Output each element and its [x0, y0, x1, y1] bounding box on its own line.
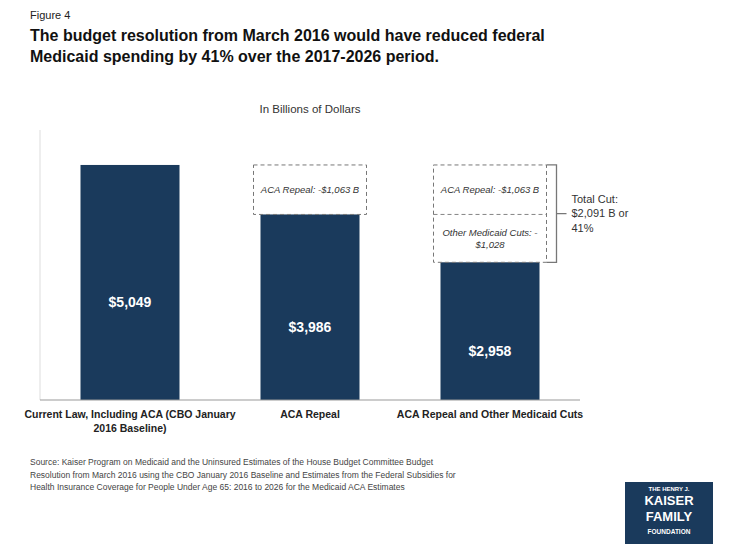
x-tick-label: ACA Repeal and Other Medicaid Cuts	[397, 408, 583, 420]
cut-box	[254, 165, 367, 214]
logo-text: THE HENRY J.	[648, 486, 689, 492]
cut-divider	[434, 214, 547, 215]
data-label-line: $5,049	[109, 294, 152, 310]
figure-label-line: Figure 4	[30, 9, 70, 21]
data-label: $5,049	[109, 294, 152, 310]
logo-text: FAMILY	[646, 509, 693, 524]
total-bracket	[547, 165, 567, 262]
x-tick-label-line: 2016 Baseline)	[94, 422, 167, 434]
logo-text: FOUNDATION	[648, 528, 691, 535]
annotation-line: ACA Repeal: -$1,063 B	[440, 184, 540, 195]
logo-background	[625, 482, 713, 544]
title: The budget resolution from March 2016 wo…	[30, 27, 545, 65]
logo-text-line: KAISER	[644, 493, 694, 508]
data-label: $2,958	[469, 343, 512, 359]
title-line: Medicaid spending by 41% over the 2017-2…	[30, 48, 439, 65]
bars	[81, 165, 540, 400]
annotation-line: Other Medicaid Cuts: -	[442, 227, 537, 238]
x-axis-line	[40, 400, 580, 401]
x-tick-label-line: ACA Repeal and Other Medicaid Cuts	[397, 408, 583, 420]
annotation-total-line: $2,091 B or	[572, 207, 629, 219]
source-line: Health Insurance Coverage for People Und…	[30, 482, 405, 492]
x-tick-label: ACA Repeal	[280, 408, 340, 420]
logo-text: KAISER	[644, 493, 694, 508]
data-label-line: $2,958	[469, 343, 512, 359]
x-tick-label: Current Law, Including ACA (CBO January 2…	[24, 408, 235, 433]
background	[0, 0, 735, 551]
annotation-line: ACA Repeal: -$1,063 B	[260, 184, 360, 195]
annotation: ACA Repeal: -$1,063 B	[260, 184, 360, 195]
chart: Figure 4 The budget resolution from March…	[0, 0, 735, 551]
source-line: Resolution from March 2016 using the CBO…	[30, 470, 456, 480]
bar	[441, 262, 540, 400]
bar	[261, 214, 360, 400]
source-line: Source: Kaiser Program on Medicaid and t…	[30, 457, 434, 467]
logo-text-line: THE HENRY J.	[648, 486, 689, 492]
annotation-line: $1,028	[474, 239, 505, 250]
y-axis-line	[40, 130, 41, 400]
logo-text-line: FOUNDATION	[648, 528, 691, 535]
annotation-total: Total Cut: $2,091 B or 41%	[572, 193, 629, 234]
data-label: $3,986	[289, 319, 332, 335]
data-label-line: $3,986	[289, 319, 332, 335]
x-tick-label-line: Current Law, Including ACA (CBO January	[24, 408, 235, 420]
annotation: ACA Repeal: -$1,063 B	[440, 184, 540, 195]
logo-text-line: FAMILY	[646, 509, 693, 524]
title-line: The budget resolution from March 2016 wo…	[30, 27, 545, 44]
subtitle: In Billions of Dollars	[260, 103, 361, 115]
subtitle-line: In Billions of Dollars	[260, 103, 361, 115]
x-tick-label-line: ACA Repeal	[280, 408, 340, 420]
logo: THE HENRY J.KAISERFAMILY FOUNDATION	[625, 482, 713, 544]
cut-box	[434, 165, 547, 262]
figure-label: Figure 4	[30, 9, 70, 21]
source: Source: Kaiser Program on Medicaid and t…	[30, 457, 456, 493]
bar	[81, 165, 180, 400]
annotation-total-line: Total Cut:	[572, 193, 618, 205]
annotation-total-line: 41%	[572, 222, 594, 234]
annotation: Other Medicaid Cuts: -$1,028	[442, 227, 537, 250]
